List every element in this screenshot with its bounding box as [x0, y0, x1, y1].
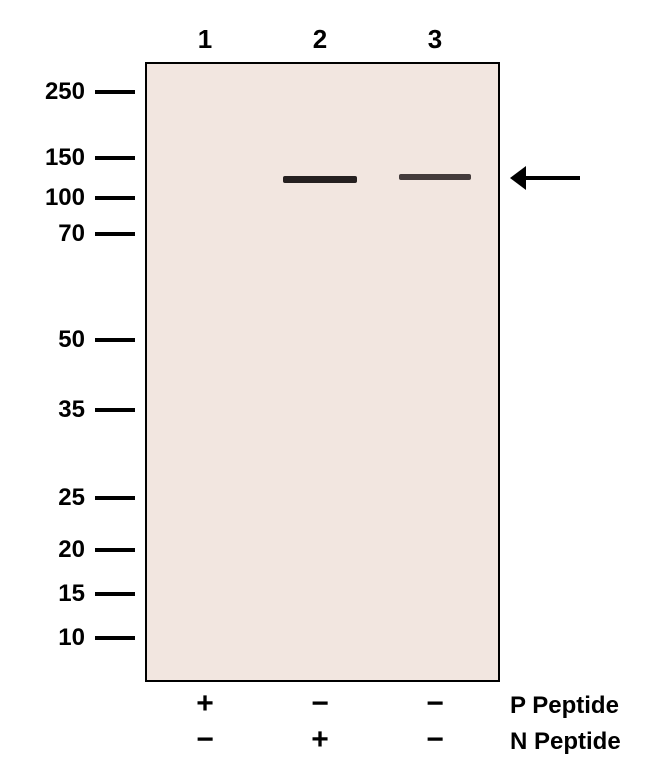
mw-label-150: 150 [0, 144, 85, 172]
peptide-row-label-0: P Peptide [510, 692, 619, 720]
mw-label-25: 25 [0, 484, 85, 512]
blot-membrane [145, 62, 500, 682]
mw-tick-50 [95, 338, 135, 342]
mw-label-250: 250 [0, 78, 85, 106]
mw-tick-25 [95, 496, 135, 500]
peptide-symbol-row0-lane2: − [295, 687, 345, 721]
mw-tick-15 [95, 592, 135, 596]
mw-tick-10 [95, 636, 135, 640]
lane-label-1: 1 [185, 24, 225, 55]
lane-label-2: 2 [300, 24, 340, 55]
mw-label-20: 20 [0, 536, 85, 564]
mw-tick-100 [95, 196, 135, 200]
mw-tick-70 [95, 232, 135, 236]
mw-label-50: 50 [0, 326, 85, 354]
peptide-row-label-1: N Peptide [510, 728, 621, 756]
mw-label-15: 15 [0, 580, 85, 608]
mw-tick-150 [95, 156, 135, 160]
mw-tick-35 [95, 408, 135, 412]
mw-tick-250 [95, 90, 135, 94]
peptide-symbol-row1-lane3: − [410, 723, 460, 757]
mw-label-35: 35 [0, 396, 85, 424]
band-lane-2 [283, 176, 357, 183]
lane-label-3: 3 [415, 24, 455, 55]
peptide-symbol-row1-lane1: − [180, 723, 230, 757]
mw-label-70: 70 [0, 220, 85, 248]
peptide-symbol-row0-lane3: − [410, 687, 460, 721]
band-lane-3 [399, 174, 471, 180]
mw-label-10: 10 [0, 624, 85, 652]
figure-canvas: 123 25015010070503525201510 +−−P Peptide… [0, 0, 650, 784]
mw-tick-20 [95, 548, 135, 552]
target-arrow-line [522, 176, 580, 180]
target-arrow-head-icon [510, 166, 526, 190]
peptide-symbol-row0-lane1: + [180, 687, 230, 721]
peptide-symbol-row1-lane2: + [295, 723, 345, 757]
mw-label-100: 100 [0, 184, 85, 212]
